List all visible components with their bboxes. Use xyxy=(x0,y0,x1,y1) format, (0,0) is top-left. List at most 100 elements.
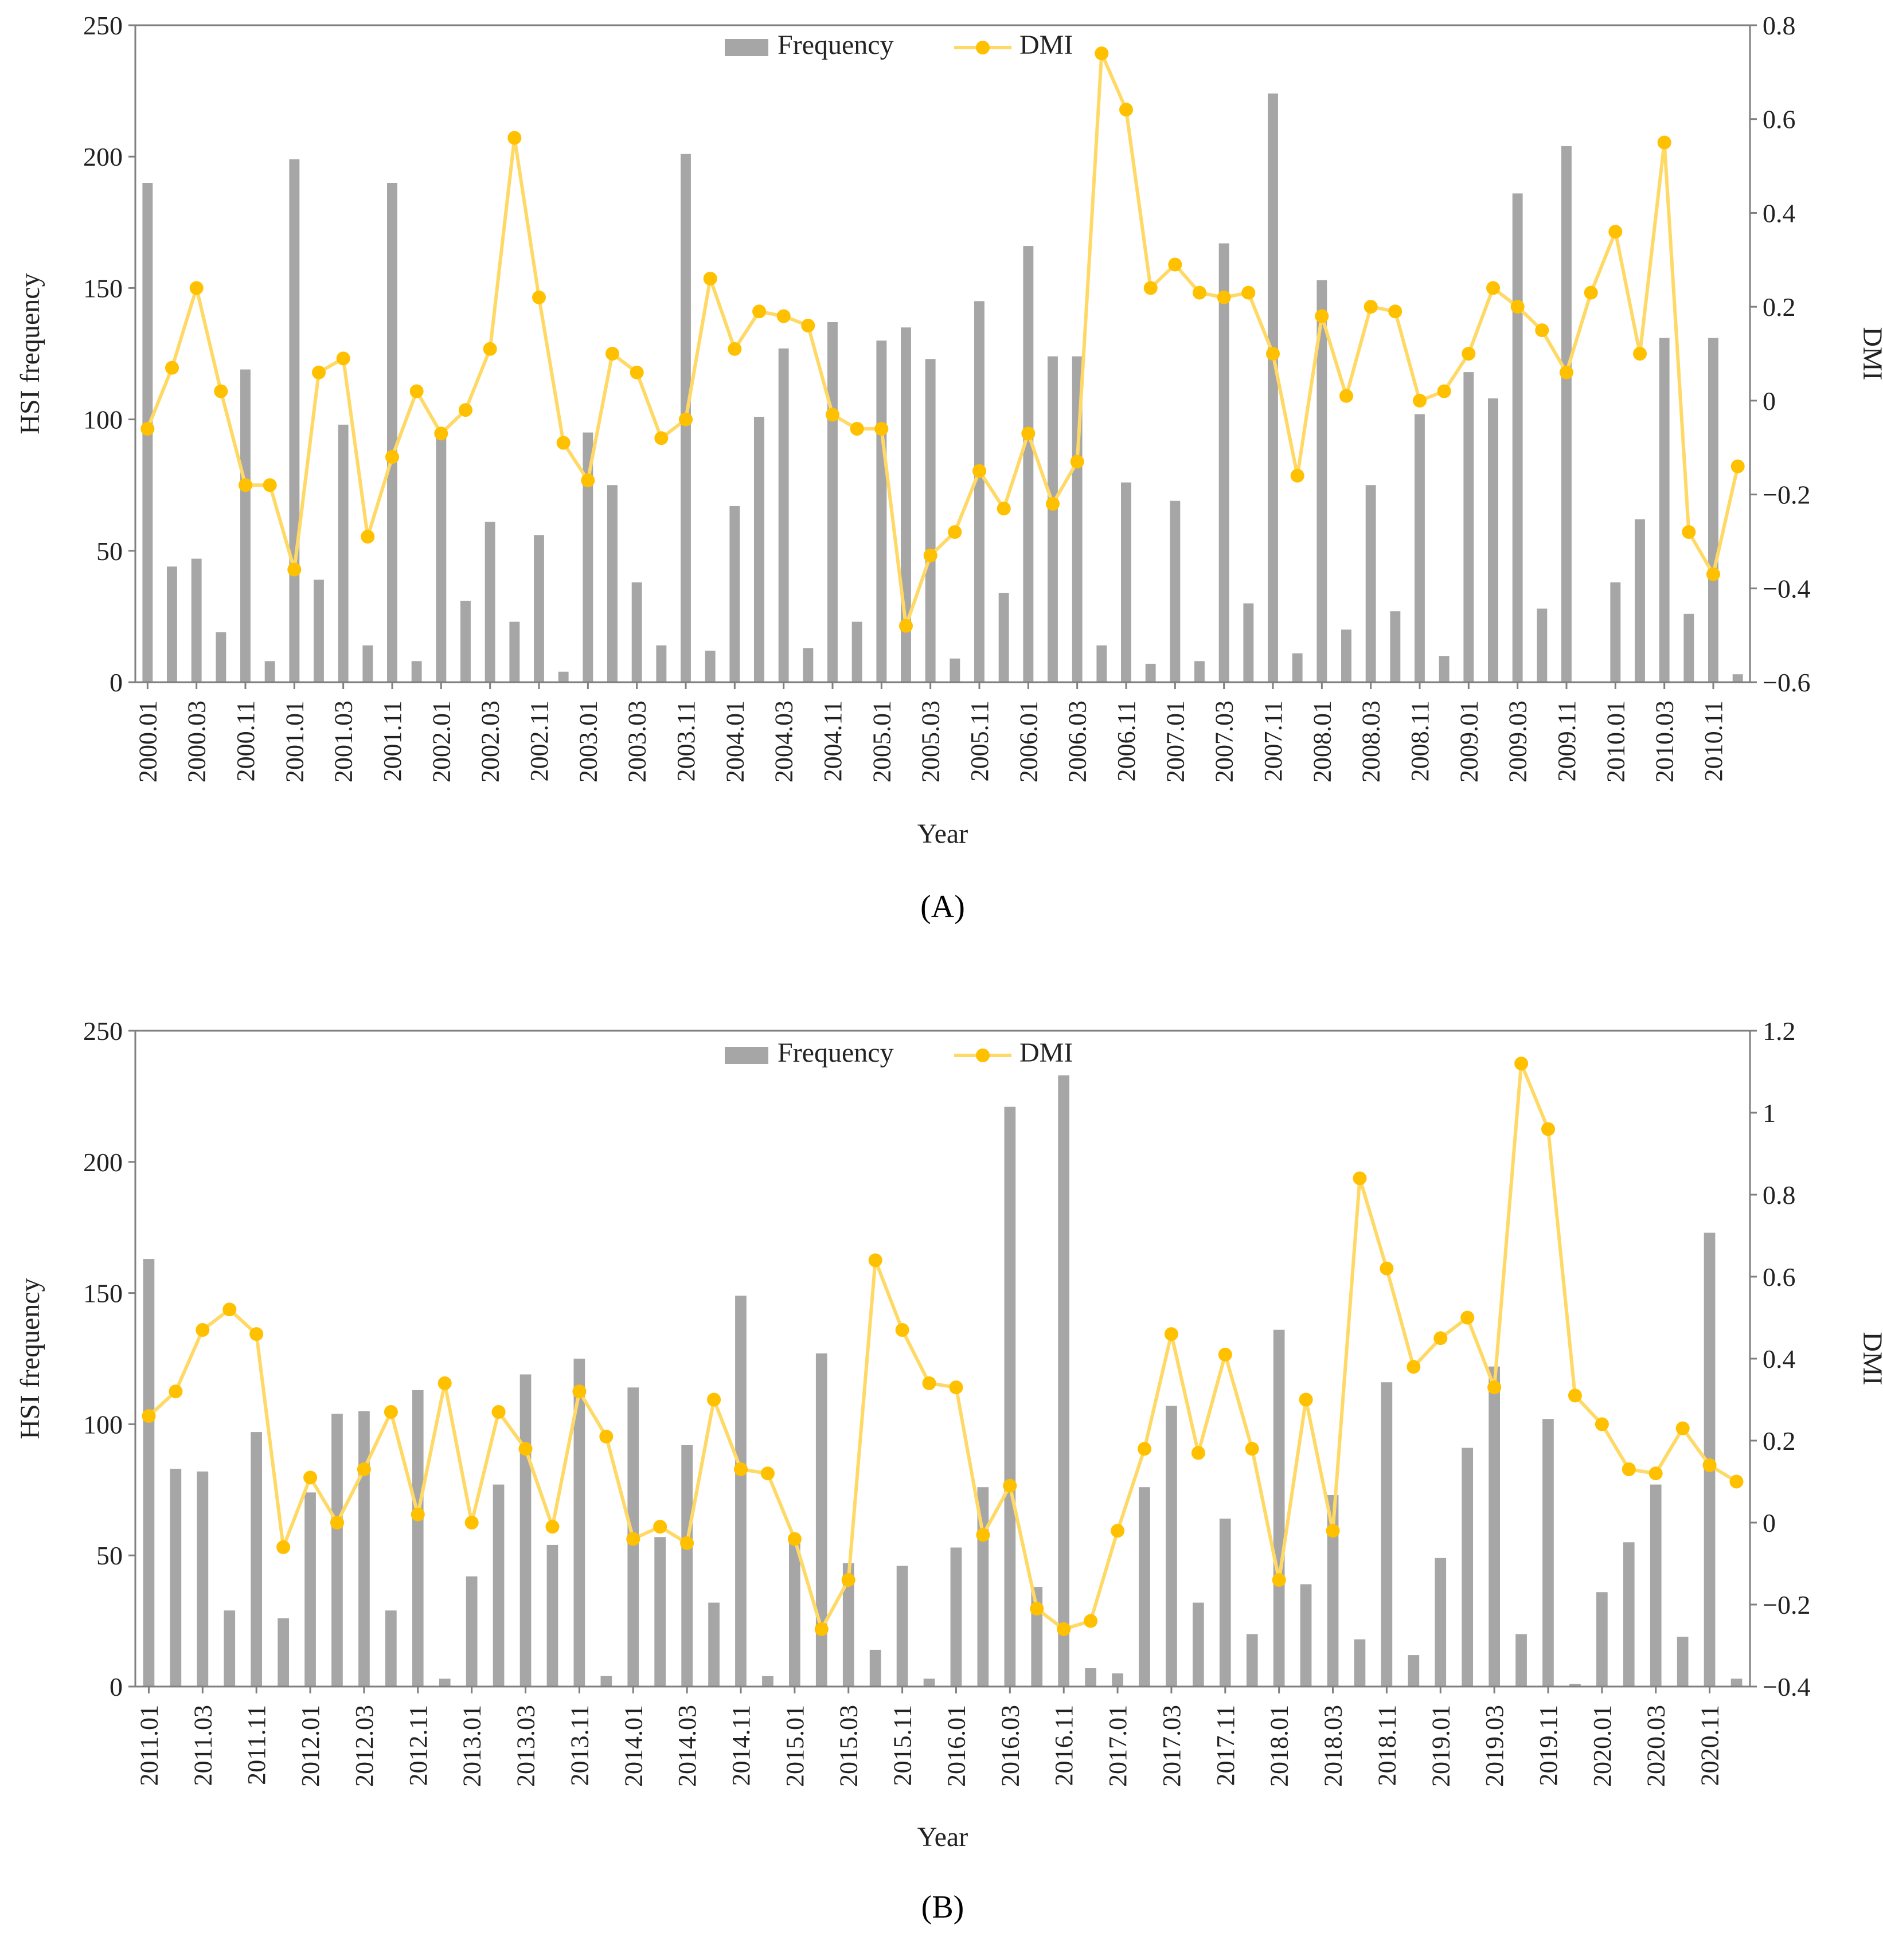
x-tick-label: 2000.03 xyxy=(183,701,211,783)
frequency-bar xyxy=(1489,1366,1500,1687)
dmi-point xyxy=(976,1528,990,1542)
dmi-point xyxy=(679,412,693,427)
x-tick-label: 2003.01 xyxy=(574,701,602,783)
dmi-point xyxy=(1568,1388,1582,1403)
x-tick-label: 2001.01 xyxy=(280,701,308,783)
frequency-bar xyxy=(998,593,1009,682)
dmi-point xyxy=(581,474,595,487)
frequency-bar xyxy=(1512,193,1523,682)
x-tick-label: 2015.01 xyxy=(781,1705,809,1787)
dmi-point xyxy=(841,1573,855,1587)
frequency-bar xyxy=(412,1390,424,1687)
dmi-point xyxy=(1407,1360,1421,1374)
dmi-point xyxy=(357,1462,371,1476)
x-tick-label: 2019.11 xyxy=(1534,1705,1562,1786)
x-tick-label: 2004.11 xyxy=(819,701,847,781)
right-tick-label: 0 xyxy=(1763,386,1776,416)
frequency-bar xyxy=(1194,661,1205,682)
left-tick-label: 250 xyxy=(83,1016,123,1046)
dmi-point xyxy=(1510,300,1525,314)
frequency-bar xyxy=(1023,246,1034,683)
frequency-bar xyxy=(876,341,887,682)
dmi-point xyxy=(1388,304,1403,319)
frequency-bar xyxy=(607,485,618,682)
left-tick-label: 100 xyxy=(83,1410,123,1439)
frequency-bar xyxy=(1112,1673,1123,1687)
frequency-bar xyxy=(869,1649,881,1687)
dmi-point xyxy=(1326,1524,1340,1538)
x-tick-label: 2016.01 xyxy=(942,1705,970,1787)
dmi-point xyxy=(752,304,766,319)
frequency-bar xyxy=(1139,1487,1150,1687)
left-tick-label: 100 xyxy=(83,405,123,435)
left-axis-title: HSI frequency xyxy=(15,273,45,434)
dmi-point xyxy=(728,342,742,356)
frequency-bar xyxy=(1004,1106,1016,1687)
dmi-point xyxy=(1119,103,1133,117)
frequency-bar xyxy=(1341,629,1351,682)
right-tick-label: 0.6 xyxy=(1763,1262,1796,1292)
x-tick-label: 2016.11 xyxy=(1050,1705,1078,1786)
dmi-point xyxy=(850,422,864,436)
frequency-bar xyxy=(708,1602,720,1687)
frequency-bar xyxy=(729,506,740,682)
x-tick-label: 2013.03 xyxy=(512,1705,540,1787)
right-tick-label: 0.4 xyxy=(1763,198,1796,228)
x-tick-label: 2003.03 xyxy=(623,701,651,783)
dmi-point xyxy=(899,619,913,633)
x-tick-label: 2012.03 xyxy=(350,1705,378,1787)
dmi-point xyxy=(599,1429,614,1443)
frequency-bar xyxy=(358,1411,370,1687)
dmi-point xyxy=(1245,1442,1259,1456)
dmi-point xyxy=(1364,300,1378,314)
dmi-point xyxy=(1138,1442,1151,1456)
frequency-bar xyxy=(1732,674,1743,682)
dmi-point xyxy=(605,347,619,361)
x-tick-label: 2015.11 xyxy=(889,1705,917,1786)
left-tick-label: 150 xyxy=(83,1279,123,1308)
dmi-point xyxy=(361,530,375,544)
dmi-point xyxy=(1584,285,1598,300)
dmi-point xyxy=(518,1442,533,1456)
x-tick-label: 2010.03 xyxy=(1651,701,1679,783)
frequency-bar xyxy=(167,566,177,682)
frequency-bar xyxy=(1243,603,1254,682)
x-tick-label: 2015.03 xyxy=(835,1705,863,1787)
frequency-bar xyxy=(842,1563,854,1687)
x-tick-label: 2004.03 xyxy=(770,701,798,783)
frequency-bar xyxy=(436,432,447,682)
dmi-point xyxy=(972,464,986,478)
dmi-point xyxy=(654,431,669,445)
x-tick-label: 2008.01 xyxy=(1308,701,1336,783)
x-tick-label: 2005.01 xyxy=(868,701,896,783)
x-tick-label: 2017.11 xyxy=(1212,1705,1240,1786)
frequency-bar xyxy=(950,658,960,682)
dmi-point xyxy=(556,436,571,450)
frequency-bar xyxy=(466,1576,478,1687)
frequency-bar xyxy=(558,671,569,682)
dmi-point xyxy=(140,422,155,436)
frequency-bar xyxy=(1193,1602,1204,1687)
legend-frequency-label: Frequency xyxy=(778,1038,894,1068)
dmi-point xyxy=(1164,1327,1178,1341)
x-tick-label: 2020.11 xyxy=(1696,1705,1724,1786)
dmi-point xyxy=(507,131,522,145)
x-tick-label: 2002.03 xyxy=(476,701,505,783)
dmi-series-line xyxy=(147,1063,1738,1634)
right-tick-label: −0.4 xyxy=(1763,574,1810,603)
frequency-bar xyxy=(331,1414,343,1687)
dmi-point xyxy=(1675,1421,1690,1435)
x-tick-label: 2018.11 xyxy=(1373,1705,1401,1786)
frequency-bar xyxy=(264,661,275,682)
x-tick-label: 2007.03 xyxy=(1210,701,1239,783)
dmi-point xyxy=(707,1392,721,1407)
x-tick-label: 2012.11 xyxy=(404,1705,432,1786)
dmi-point xyxy=(165,361,179,375)
x-tick-label: 2018.03 xyxy=(1319,1705,1347,1787)
frequency-bar xyxy=(1730,1679,1743,1687)
frequency-bar xyxy=(460,600,471,682)
chart-panel-b: 0 50 100 150 200 250 −0.4 −0.2 0 0.2 0.4 0.6 0.8 1 1.2… xyxy=(0,986,1883,1960)
frequency-bar xyxy=(896,1566,908,1687)
x-tick-label: 2013.01 xyxy=(458,1705,486,1787)
x-tick-label: 2008.03 xyxy=(1357,701,1385,783)
